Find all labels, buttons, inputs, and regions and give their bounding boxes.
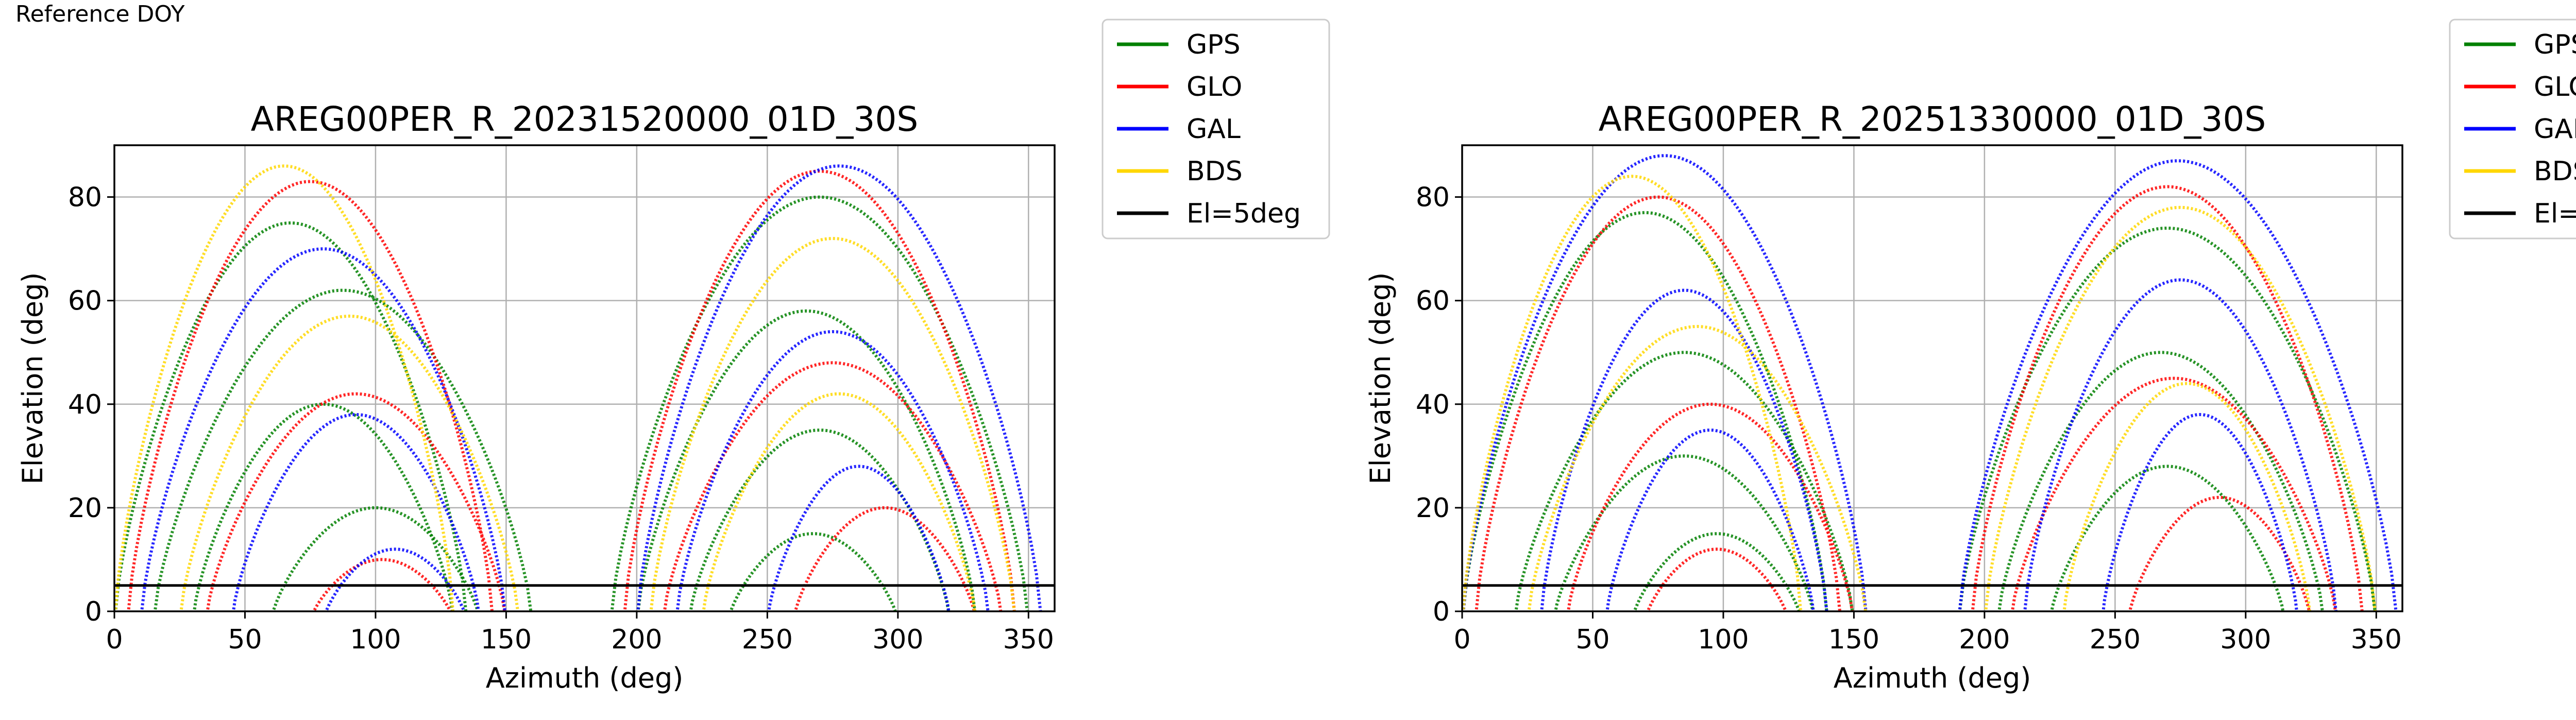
y-tick-label: 20 bbox=[1416, 493, 1450, 524]
track-bds bbox=[649, 236, 1016, 611]
x-axis-title: Azimuth (deg) bbox=[1834, 662, 2031, 694]
track-gps bbox=[1554, 454, 1815, 611]
y-tick-label: 0 bbox=[1433, 596, 1450, 627]
track-gps bbox=[192, 402, 454, 611]
legend-label: GAL bbox=[1187, 114, 1241, 145]
track-gal bbox=[324, 547, 466, 611]
legend-label: GPS bbox=[1187, 29, 1241, 60]
plot-frame bbox=[113, 144, 1056, 612]
track-bds bbox=[114, 164, 455, 611]
y-tick-label: 80 bbox=[68, 182, 102, 213]
track-glo bbox=[206, 392, 506, 611]
legend-label: BDS bbox=[1187, 156, 1243, 187]
track-gps bbox=[610, 195, 1029, 611]
track-glo bbox=[1475, 195, 1842, 611]
x-tick-label: 100 bbox=[1698, 624, 1749, 655]
y-tick-label: 20 bbox=[68, 493, 102, 524]
track-gal bbox=[231, 413, 480, 611]
track-bds bbox=[1984, 205, 2377, 611]
track-glo bbox=[2128, 495, 2311, 611]
track-gps bbox=[2050, 465, 2285, 611]
track-gal bbox=[675, 330, 990, 611]
x-tick-label: 350 bbox=[1003, 624, 1054, 655]
track-gps bbox=[1462, 211, 1828, 611]
y-tick-label: 40 bbox=[68, 389, 102, 420]
x-tick-label: 250 bbox=[2090, 624, 2141, 655]
legend-label: GLO bbox=[2534, 72, 2576, 102]
track-glo bbox=[1646, 547, 1788, 611]
track-gal bbox=[2023, 278, 2338, 611]
track-gal bbox=[636, 164, 1042, 611]
x-tick-label: 100 bbox=[350, 624, 401, 655]
page-label: Reference DOY bbox=[15, 1, 185, 27]
y-tick-label: 60 bbox=[1416, 286, 1450, 317]
track-gps bbox=[272, 506, 480, 611]
track-gal bbox=[1540, 288, 1828, 611]
track-bds bbox=[702, 392, 977, 611]
track-gps bbox=[1958, 226, 2377, 611]
track-gal bbox=[1605, 428, 1815, 611]
x-tick-label: 150 bbox=[481, 624, 532, 655]
x-tick-label: 50 bbox=[1575, 624, 1609, 655]
y-tick-label: 40 bbox=[1416, 389, 1450, 420]
track-gps bbox=[1633, 532, 1801, 611]
x-tick-label: 0 bbox=[106, 624, 123, 655]
track-bds bbox=[179, 314, 520, 611]
x-tick-label: 50 bbox=[228, 624, 262, 655]
legend-label: BDS bbox=[2534, 156, 2576, 187]
legend-label: GAL bbox=[2534, 114, 2576, 145]
track-gal bbox=[140, 247, 507, 611]
y-axis-title: Elevation (deg) bbox=[1364, 272, 1397, 485]
chart-title: AREG00PER_R_20251330000_01D_30S bbox=[1599, 99, 2266, 139]
track-bds bbox=[2062, 382, 2312, 611]
track-gps bbox=[153, 288, 533, 611]
x-tick-label: 350 bbox=[2351, 624, 2402, 655]
chart-2: 0 50 100 150 200 250 300 350 0 20 40 60 80 AREG00PER_… bbox=[1364, 19, 2576, 694]
x-tick-label: 200 bbox=[1959, 624, 2010, 655]
y-tick-label: 80 bbox=[1416, 182, 1450, 213]
x-tick-label: 300 bbox=[2220, 624, 2271, 655]
plot-area bbox=[114, 164, 1042, 611]
track-glo bbox=[312, 558, 452, 611]
track-gal bbox=[2102, 413, 2298, 611]
y-tick-label: 0 bbox=[85, 596, 102, 627]
track-glo bbox=[1971, 185, 2364, 611]
track-glo bbox=[2010, 376, 2337, 611]
legend: GPS GLO GAL BDS El=5deg bbox=[2449, 19, 2576, 239]
legend-frame bbox=[1101, 19, 1330, 239]
legend: GPS GLO GAL BDS El=5deg bbox=[1101, 19, 1330, 239]
chart-title: AREG00PER_R_20231520000_01D_30S bbox=[251, 99, 919, 139]
legend-label: El=5deg bbox=[1187, 198, 1301, 229]
track-gal bbox=[1958, 159, 2398, 611]
track-glo bbox=[1566, 402, 1854, 611]
y-tick-label: 60 bbox=[68, 286, 102, 317]
chart-1: 0 50 100 150 200 250 300 350 0 20 40 60 80 AREG00PER_… bbox=[16, 19, 1330, 694]
track-bds bbox=[1527, 324, 1868, 611]
x-tick-label: 300 bbox=[872, 624, 923, 655]
legend-label: GLO bbox=[1187, 72, 1242, 102]
plot-area bbox=[1462, 154, 2398, 611]
y-axis-title: Elevation (deg) bbox=[16, 272, 49, 485]
track-glo bbox=[663, 361, 1003, 611]
track-gps bbox=[114, 221, 468, 611]
x-tick-label: 200 bbox=[611, 624, 662, 655]
track-gps bbox=[689, 428, 950, 611]
x-tick-label: 150 bbox=[1828, 624, 1879, 655]
track-gps bbox=[729, 532, 897, 611]
x-axis-title: Azimuth (deg) bbox=[486, 662, 684, 694]
track-bds bbox=[1462, 175, 1803, 611]
track-gal bbox=[1462, 154, 1868, 611]
track-gal bbox=[767, 465, 951, 611]
x-tick-label: 250 bbox=[742, 624, 793, 655]
x-tick-label: 0 bbox=[1453, 624, 1470, 655]
track-gps bbox=[636, 309, 977, 611]
legend-label: GPS bbox=[2534, 29, 2576, 60]
legend-label: El=5deg bbox=[2534, 198, 2576, 229]
plot-frame bbox=[1461, 144, 2403, 612]
